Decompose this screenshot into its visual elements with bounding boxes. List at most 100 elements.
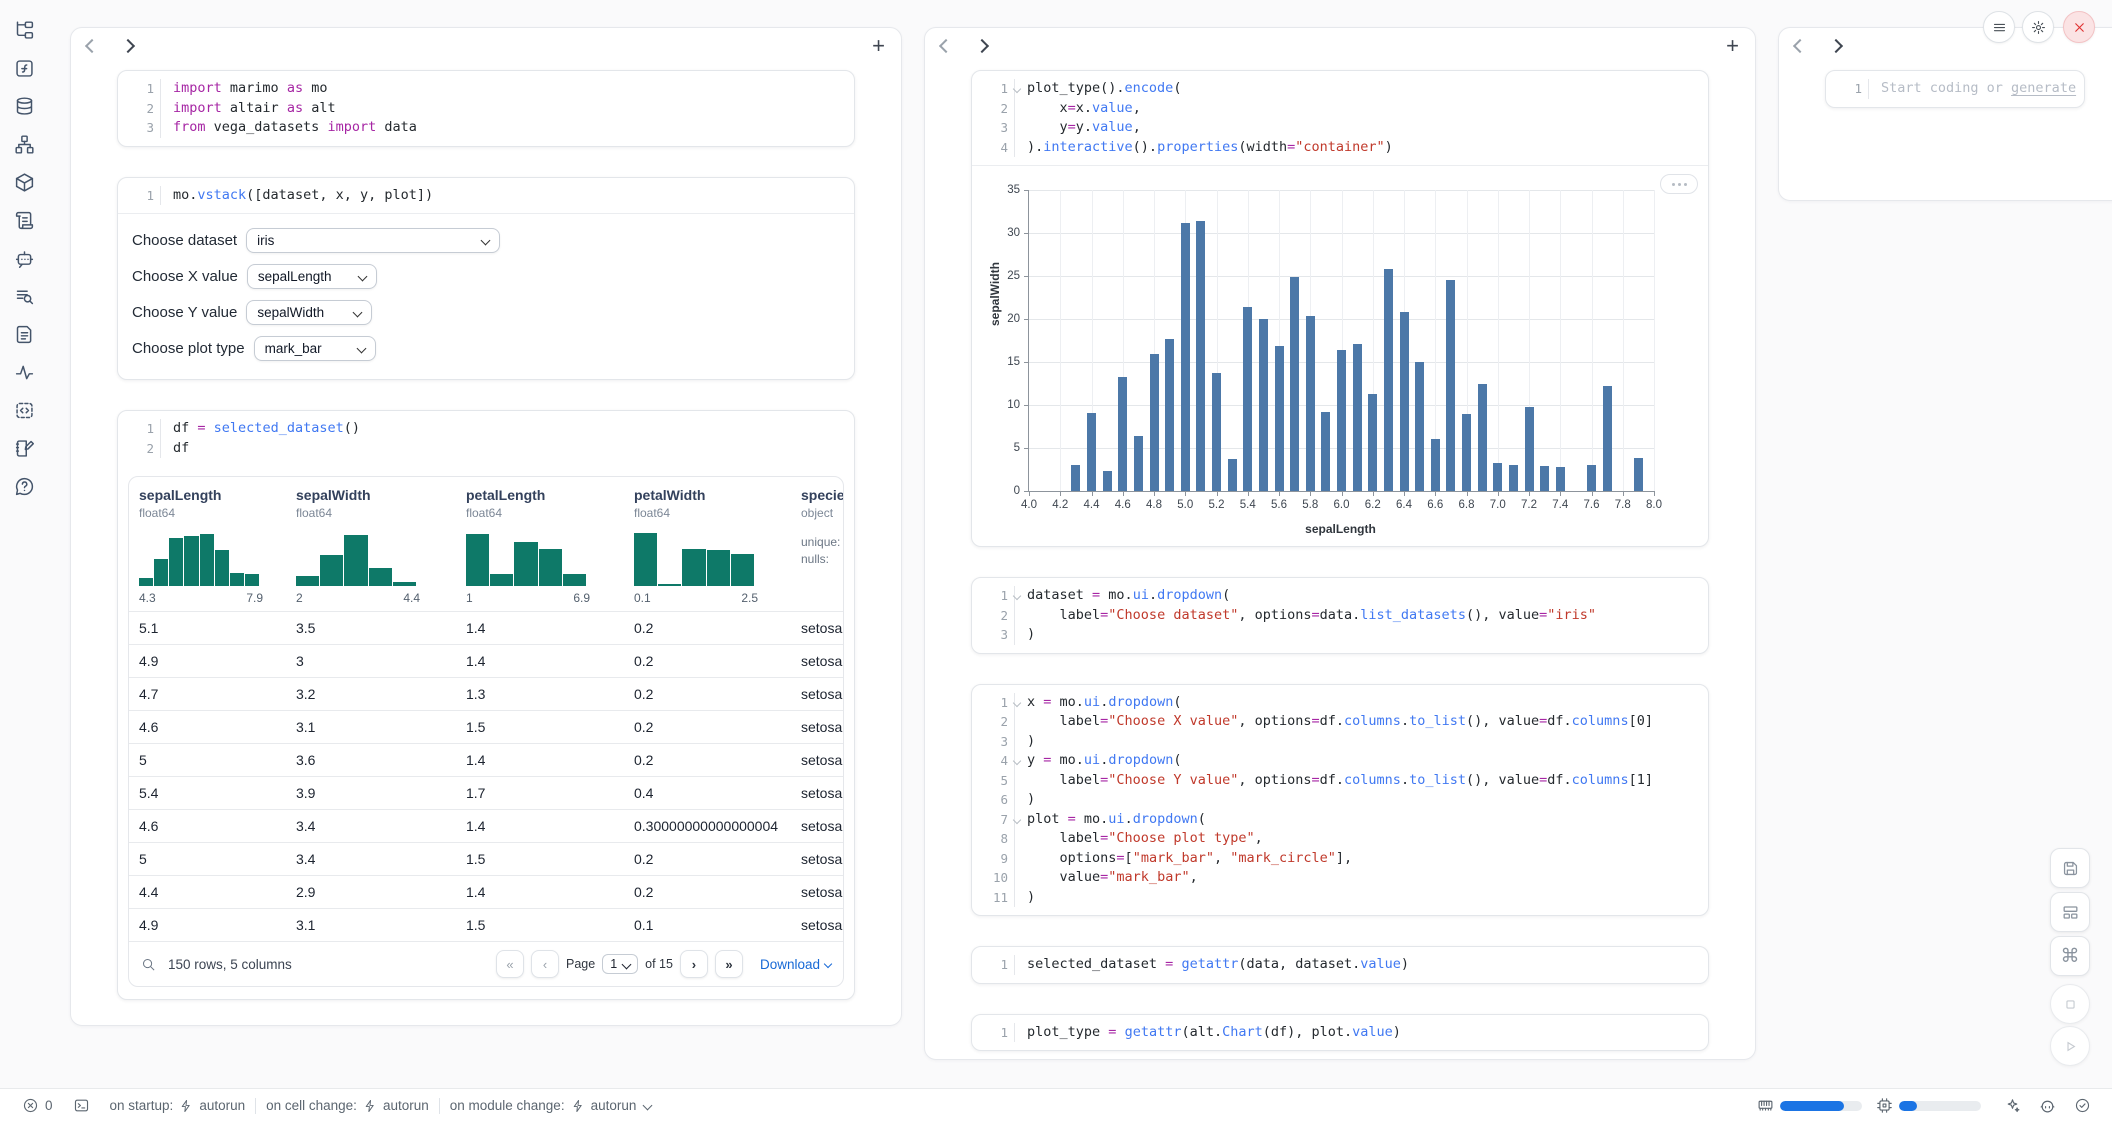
settings-button[interactable] xyxy=(2022,11,2054,43)
chart-bar[interactable] xyxy=(1540,466,1549,491)
panel-next-icon[interactable] xyxy=(121,39,135,53)
column-header[interactable]: speciesobjectunique:nulls: xyxy=(791,487,844,605)
column-header[interactable]: sepalWidthfloat6424.4 xyxy=(286,487,456,605)
connection-status-button[interactable] xyxy=(2065,1097,2100,1114)
chart-bar[interactable] xyxy=(1103,471,1112,491)
chart-bar[interactable] xyxy=(1446,280,1455,491)
last-page-button[interactable]: » xyxy=(715,950,743,978)
code-line[interactable]: 1plot_type = getattr(alt.Chart(df), plot… xyxy=(972,1023,1708,1043)
code-line[interactable]: 4y = mo.ui.dropdown( xyxy=(972,751,1708,771)
chart-bar[interactable] xyxy=(1368,394,1377,491)
chart-bar[interactable] xyxy=(1493,463,1502,491)
code-line[interactable]: 3from vega_datasets import data xyxy=(118,118,854,138)
help-icon[interactable] xyxy=(12,474,36,498)
code-line[interactable]: 10 value="mark_bar", xyxy=(972,868,1708,888)
ai-sparkles-button[interactable] xyxy=(1995,1097,2030,1114)
code-line[interactable]: 3) xyxy=(972,625,1708,645)
column-histogram[interactable] xyxy=(466,532,586,586)
chart-bar[interactable] xyxy=(1634,458,1643,491)
table-row[interactable]: 53.61.40.2setosa xyxy=(129,743,843,776)
chart-bar[interactable] xyxy=(1275,346,1284,491)
code-line[interactable]: 8 label="Choose plot type", xyxy=(972,829,1708,849)
code-line[interactable]: 2 x=x.value, xyxy=(972,99,1708,119)
table-row[interactable]: 4.93.11.50.1setosa xyxy=(129,908,843,941)
chart-bar[interactable] xyxy=(1118,377,1127,491)
save-button[interactable] xyxy=(2050,848,2090,888)
download-button[interactable]: Download xyxy=(760,957,831,972)
cell-dataset-dropdown[interactable]: 1dataset = mo.ui.dropdown(2 label="Choos… xyxy=(971,577,1709,654)
more-options-button[interactable] xyxy=(1660,174,1698,194)
code-line[interactable]: 7plot = mo.ui.dropdown( xyxy=(972,810,1708,830)
code-line[interactable]: 1selected_dataset = getattr(data, datase… xyxy=(972,955,1708,975)
table-row[interactable]: 5.43.91.70.4setosa xyxy=(129,776,843,809)
panel-next-icon[interactable] xyxy=(975,39,989,53)
code-line[interactable]: 1import marimo as mo xyxy=(118,79,854,99)
column-histogram[interactable] xyxy=(139,532,259,586)
cell-empty[interactable]: 1 Start coding or generate with xyxy=(1825,70,2085,108)
cell-xyplot-dropdowns[interactable]: 1x = mo.ui.dropdown(2 label="Choose X va… xyxy=(971,684,1709,917)
code-line[interactable]: 1x = mo.ui.dropdown( xyxy=(972,693,1708,713)
chart-bar[interactable] xyxy=(1071,465,1080,491)
chart-bar[interactable] xyxy=(1134,436,1143,491)
code-line[interactable]: 2df xyxy=(118,439,854,459)
cell-selected-dataset[interactable]: 1selected_dataset = getattr(data, datase… xyxy=(971,946,1709,984)
function-square-icon[interactable] xyxy=(12,56,36,80)
table-row[interactable]: 4.63.41.40.30000000000000004setosa xyxy=(129,809,843,842)
code-line[interactable]: 1mo.vstack([dataset, x, y, plot]) xyxy=(118,186,854,206)
chart-bar[interactable] xyxy=(1196,221,1205,491)
code-line[interactable]: 6) xyxy=(972,790,1708,810)
next-page-button[interactable]: › xyxy=(680,950,708,978)
code-line[interactable]: 2 label="Choose dataset", options=data.l… xyxy=(972,606,1708,626)
generate-link[interactable]: generate xyxy=(2011,80,2076,96)
runmode-item[interactable]: on startup:autorun xyxy=(100,1098,256,1113)
table-row[interactable]: 4.931.40.2setosa xyxy=(129,644,843,677)
add-cell-button[interactable]: + xyxy=(872,35,885,57)
logs-search-icon[interactable] xyxy=(12,284,36,308)
column-header[interactable]: sepalLengthfloat644.37.9 xyxy=(129,487,286,605)
panel-prev-icon[interactable] xyxy=(85,39,99,53)
file-tree-icon[interactable] xyxy=(12,18,36,42)
chart-bar[interactable] xyxy=(1337,350,1346,491)
stop-button[interactable] xyxy=(2050,984,2090,1024)
page-select[interactable]: 1 xyxy=(602,954,638,974)
code-line[interactable]: 2import altair as alt xyxy=(118,99,854,119)
chart-bar[interactable] xyxy=(1400,312,1409,491)
run-button[interactable] xyxy=(2050,1026,2090,1066)
search-icon[interactable] xyxy=(141,957,156,972)
terminal-button[interactable] xyxy=(63,1097,100,1114)
table-row[interactable]: 4.63.11.50.2setosa xyxy=(129,710,843,743)
runmode-item[interactable]: on cell change:autorun xyxy=(256,1098,439,1113)
chart-bar[interactable] xyxy=(1587,465,1596,491)
chart-bar[interactable] xyxy=(1259,319,1268,491)
chart-bar[interactable] xyxy=(1603,386,1612,491)
dependency-graph-icon[interactable] xyxy=(12,132,36,156)
panel-next-icon[interactable] xyxy=(1829,39,1843,53)
chart-bar[interactable] xyxy=(1212,373,1221,491)
chart-bar[interactable] xyxy=(1509,465,1518,491)
snippets-icon[interactable] xyxy=(12,322,36,346)
chat-bot-icon[interactable] xyxy=(12,246,36,270)
chart-bar[interactable] xyxy=(1306,316,1315,491)
column-histogram[interactable] xyxy=(634,532,754,586)
chart-bar[interactable] xyxy=(1243,307,1252,491)
close-button[interactable] xyxy=(2063,11,2095,43)
ram-usage-meter[interactable] xyxy=(1780,1101,1862,1111)
chart-bar[interactable] xyxy=(1290,277,1299,491)
chart-bar[interactable] xyxy=(1181,223,1190,491)
code-editor-placeholder[interactable]: Start coding or generate with xyxy=(1868,79,2085,99)
table-row[interactable]: 4.42.91.40.2setosa xyxy=(129,875,843,908)
dropdown-select[interactable]: iris xyxy=(246,228,500,253)
cell-plot-type[interactable]: 1plot_type = getattr(alt.Chart(df), plot… xyxy=(971,1014,1709,1052)
command-palette-button[interactable]: ⌘ xyxy=(2050,936,2090,976)
chart-bar[interactable] xyxy=(1353,344,1362,491)
code-line[interactable]: 5 label="Choose Y value", options=df.col… xyxy=(972,771,1708,791)
chart-bar[interactable] xyxy=(1462,414,1471,491)
table-row[interactable]: 5.13.51.40.2setosa xyxy=(129,611,843,644)
tracing-icon[interactable] xyxy=(12,360,36,384)
package-icon[interactable] xyxy=(12,170,36,194)
column-header[interactable]: petalLengthfloat6416.9 xyxy=(456,487,624,605)
column-histogram[interactable] xyxy=(296,532,416,586)
dropdown-select[interactable]: mark_bar xyxy=(254,336,376,361)
code-line[interactable]: 1plot_type().encode( xyxy=(972,79,1708,99)
chart-bar[interactable] xyxy=(1087,413,1096,491)
